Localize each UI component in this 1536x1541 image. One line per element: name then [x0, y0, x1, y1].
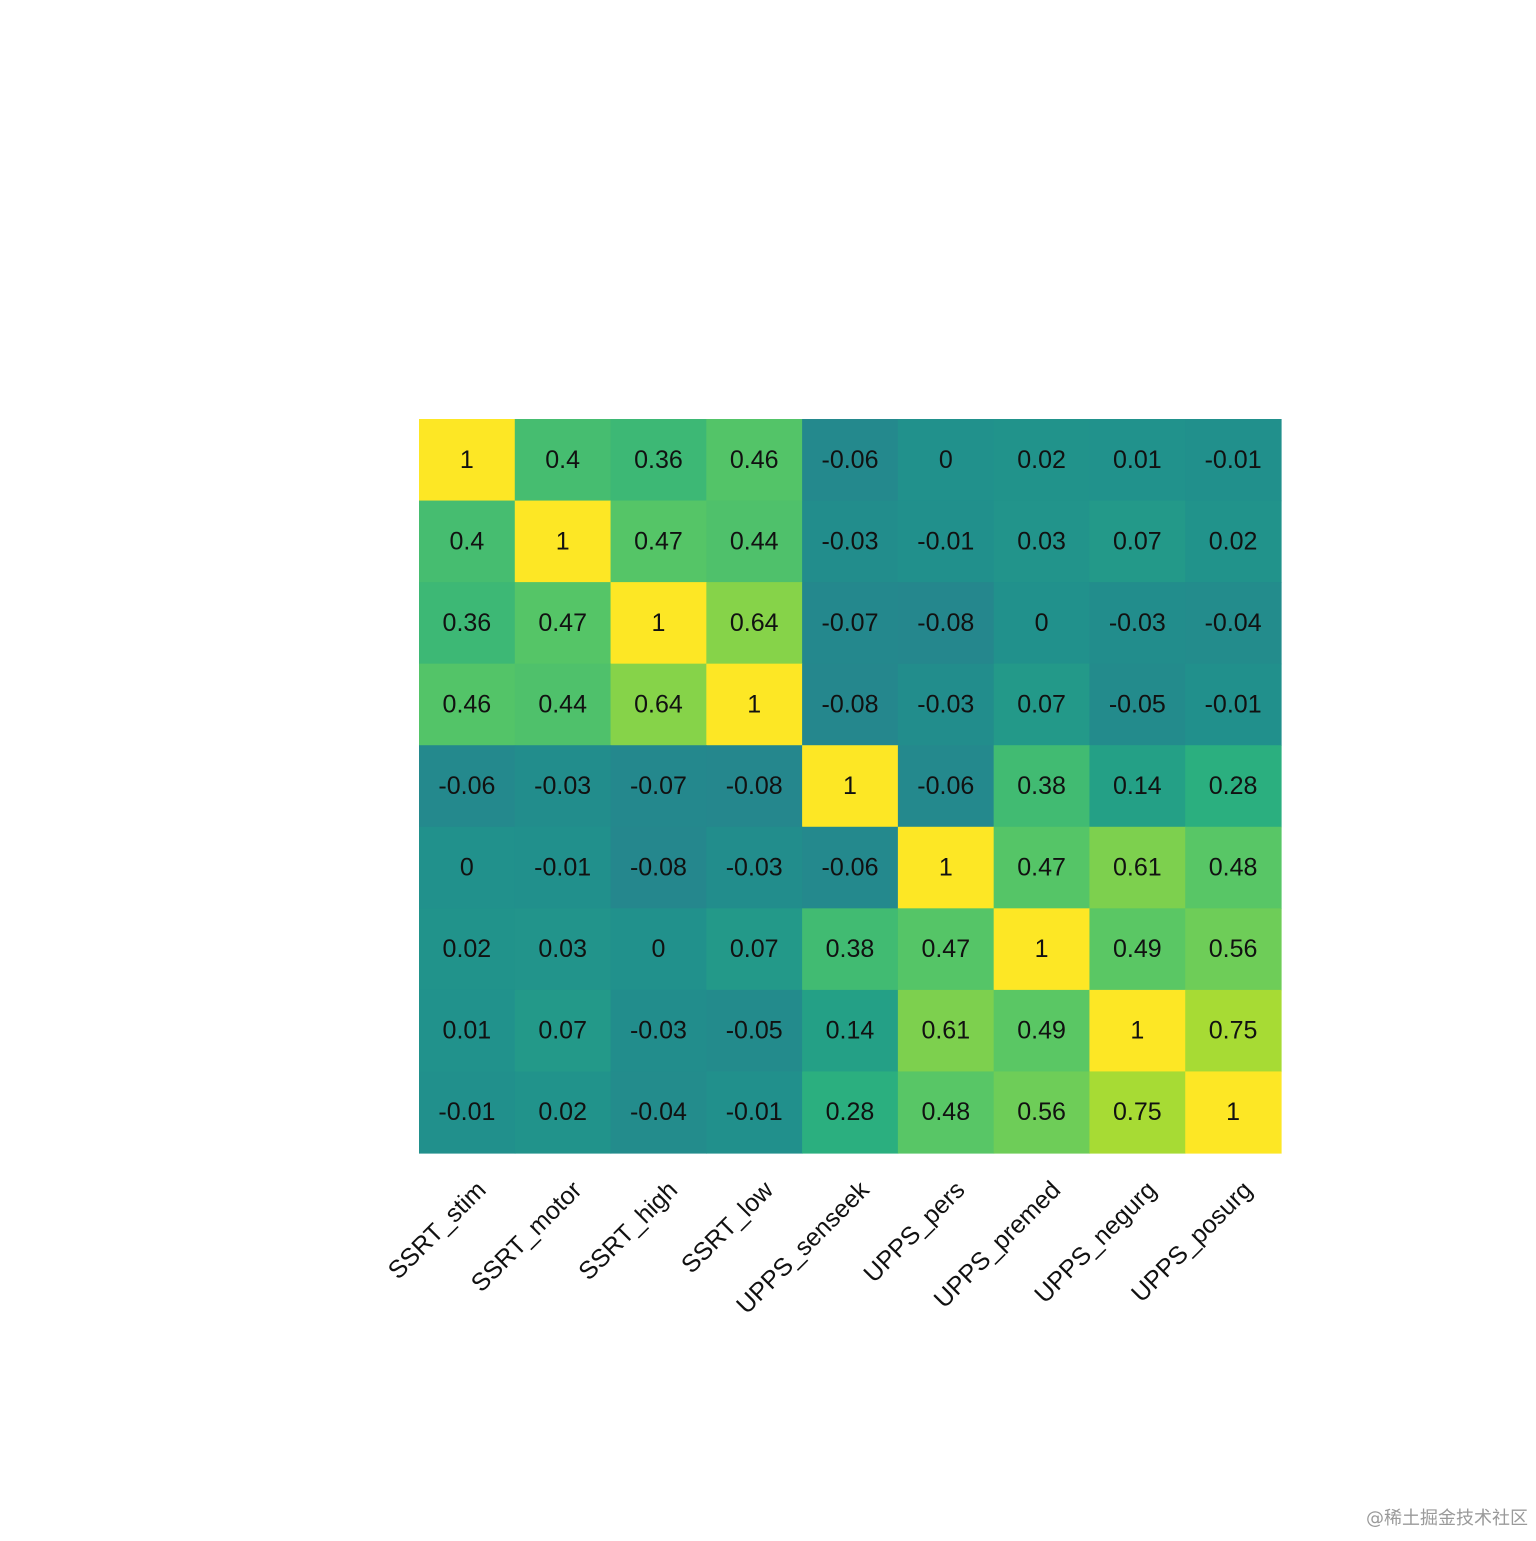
cell-value-label-r3-c7: -0.05: [1109, 690, 1166, 718]
cell-value-label-r1-c6: 0.03: [1017, 527, 1066, 555]
cell-value-label-r5-c2: -0.08: [630, 854, 687, 882]
x-axis-labels: SSRT_stimSSRT_motorSSRT_highSSRT_lowUPPS…: [383, 1175, 1258, 1319]
cell-value-label-r0-c0: 1: [460, 446, 474, 474]
cell-value-label-r1-c3: 0.44: [730, 527, 779, 555]
cell-value-label-r2-c0: 0.36: [443, 609, 492, 637]
cell-value-label-r6-c0: 0.02: [443, 935, 492, 963]
cell-value-label-r8-c7: 0.75: [1113, 1098, 1162, 1126]
cell-value-label-r2-c3: 0.64: [730, 609, 779, 637]
cell-value-label-r3-c8: -0.01: [1205, 690, 1262, 718]
cell-value-label-r8-c2: -0.04: [630, 1098, 687, 1126]
cell-value-label-r1-c1: 1: [556, 527, 570, 555]
cell-value-label-r4-c2: -0.07: [630, 772, 687, 800]
cell-value-label-r0-c4: -0.06: [822, 446, 879, 474]
cell-value-label-r4-c3: -0.08: [726, 772, 783, 800]
cell-value-label-r7-c6: 0.49: [1017, 1017, 1066, 1045]
cell-value-label-r6-c4: 0.38: [826, 935, 875, 963]
cell-value-label-r5-c1: -0.01: [534, 854, 591, 882]
cell-value-label-r7-c3: -0.05: [726, 1017, 783, 1045]
cell-value-label-r3-c6: 0.07: [1017, 690, 1066, 718]
cell-value-label-r8-c0: -0.01: [438, 1098, 495, 1126]
cell-value-label-r7-c0: 0.01: [443, 1017, 492, 1045]
cell-value-label-r8-c8: 1: [1226, 1098, 1240, 1126]
x-tick-label-2: SSRT_high: [573, 1176, 683, 1286]
cell-value-label-r3-c2: 0.64: [634, 690, 683, 718]
cell-value-label-r1-c8: 0.02: [1209, 527, 1258, 555]
cell-value-label-r4-c7: 0.14: [1113, 772, 1162, 800]
cell-value-label-r5-c7: 0.61: [1113, 854, 1162, 882]
cell-value-label-r7-c1: 0.07: [538, 1017, 587, 1045]
cell-value-label-r8-c6: 0.56: [1017, 1098, 1066, 1126]
watermark-text: @稀土掘金技术社区: [1366, 1504, 1528, 1530]
cell-value-label-r3-c3: 1: [747, 690, 761, 718]
cell-value-label-r8-c1: 0.02: [538, 1098, 587, 1126]
cell-value-label-r0-c6: 0.02: [1017, 446, 1066, 474]
cell-value-label-r5-c6: 0.47: [1017, 854, 1066, 882]
cell-value-label-r0-c2: 0.36: [634, 446, 683, 474]
cell-value-label-r1-c5: -0.01: [917, 527, 974, 555]
cell-value-label-r0-c1: 0.4: [545, 446, 580, 474]
cell-value-label-r6-c8: 0.56: [1209, 935, 1258, 963]
cell-value-label-r6-c5: 0.47: [921, 935, 970, 963]
cell-value-label-r2-c6: 0: [1035, 609, 1049, 637]
cell-value-label-r5-c5: 1: [939, 854, 953, 882]
cell-value-label-r0-c7: 0.01: [1113, 446, 1162, 474]
cell-value-label-r1-c2: 0.47: [634, 527, 683, 555]
cell-value-label-r3-c0: 0.46: [443, 690, 492, 718]
cell-value-label-r3-c4: -0.08: [822, 690, 879, 718]
cell-value-label-r7-c4: 0.14: [826, 1017, 875, 1045]
cell-value-label-r0-c5: 0: [939, 446, 953, 474]
cell-value-label-r8-c3: -0.01: [726, 1098, 783, 1126]
cell-value-label-r3-c1: 0.44: [538, 690, 587, 718]
x-tick-label-3: SSRT_low: [676, 1175, 780, 1279]
cell-value-label-r4-c8: 0.28: [1209, 772, 1258, 800]
cell-value-label-r5-c3: -0.03: [726, 854, 783, 882]
cell-value-label-r6-c6: 1: [1035, 935, 1049, 963]
cell-value-label-r4-c4: 1: [843, 772, 857, 800]
cell-value-label-r4-c0: -0.06: [438, 772, 495, 800]
cell-value-label-r8-c5: 0.48: [921, 1098, 970, 1126]
cell-value-label-r1-c0: 0.4: [450, 527, 485, 555]
cell-value-label-r2-c2: 1: [651, 609, 665, 637]
cell-value-label-r2-c8: -0.04: [1205, 609, 1262, 637]
cell-value-label-r5-c4: -0.06: [822, 854, 879, 882]
cell-value-label-r4-c5: -0.06: [917, 772, 974, 800]
cell-value-label-r7-c2: -0.03: [630, 1017, 687, 1045]
cell-value-label-r2-c5: -0.08: [917, 609, 974, 637]
cell-value-label-r1-c4: -0.03: [822, 527, 879, 555]
cell-value-label-r4-c6: 0.38: [1017, 772, 1066, 800]
cell-value-label-r2-c7: -0.03: [1109, 609, 1166, 637]
cell-value-label-r6-c7: 0.49: [1113, 935, 1162, 963]
cell-value-label-r1-c7: 0.07: [1113, 527, 1162, 555]
cell-value-label-r8-c4: 0.28: [826, 1098, 875, 1126]
cell-value-label-r0-c8: -0.01: [1205, 446, 1262, 474]
cell-value-label-r4-c1: -0.03: [534, 772, 591, 800]
cell-value-label-r7-c7: 1: [1130, 1017, 1144, 1045]
cell-value-label-r7-c8: 0.75: [1209, 1017, 1258, 1045]
cell-value-label-r6-c1: 0.03: [538, 935, 587, 963]
cell-value-label-r3-c5: -0.03: [917, 690, 974, 718]
heatmap-cell-labels: 1 0.4 0.36 0.46 -0.06 0 0.02 0.01 -0.01 0.4 1 0.47 0…: [438, 446, 1261, 1126]
cell-value-label-r2-c4: -0.07: [822, 609, 879, 637]
cell-value-label-r6-c2: 0: [651, 935, 665, 963]
cell-value-label-r2-c1: 0.47: [538, 609, 587, 637]
cell-value-label-r7-c5: 0.61: [921, 1017, 970, 1045]
cell-value-label-r5-c8: 0.48: [1209, 854, 1258, 882]
cell-value-label-r6-c3: 0.07: [730, 935, 779, 963]
cell-value-label-r0-c3: 0.46: [730, 446, 779, 474]
cell-value-label-r5-c0: 0: [460, 854, 474, 882]
